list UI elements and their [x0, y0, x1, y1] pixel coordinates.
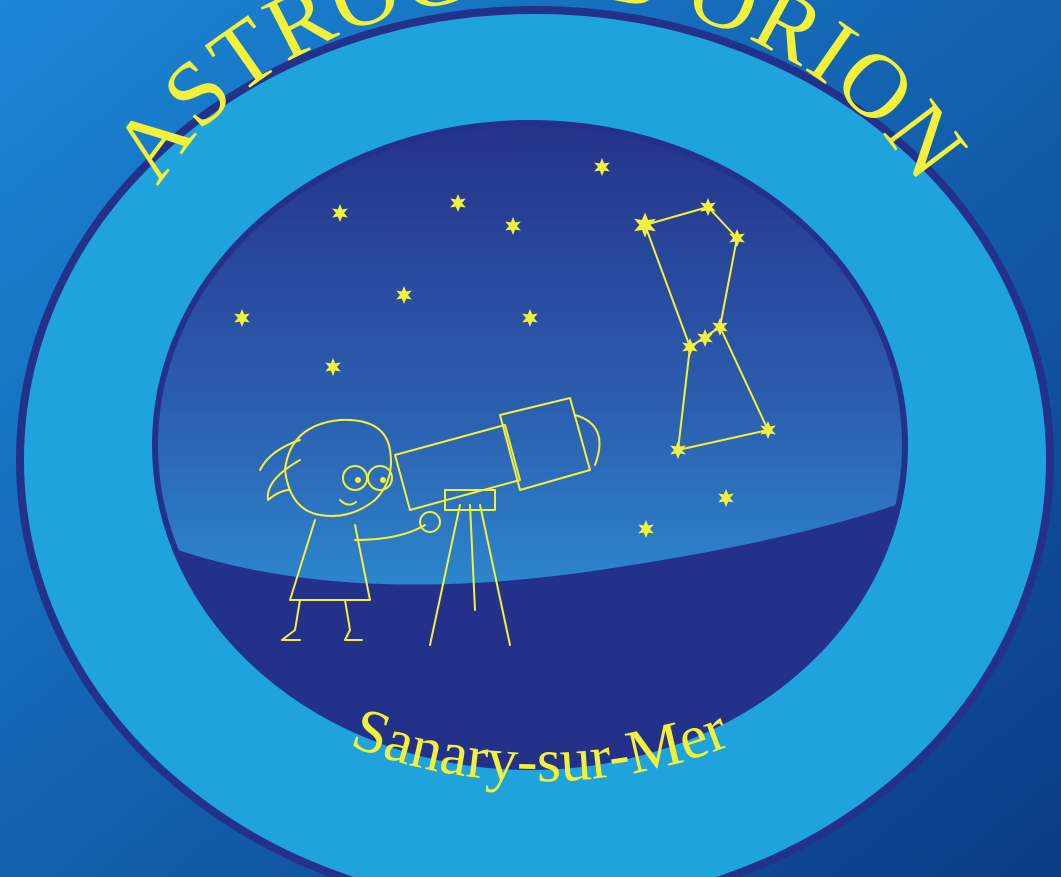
logo: ASTROCLUB ORION Sanary-sur-Mer	[0, 0, 1061, 877]
page: ASTROCLUB ORION Sanary-sur-Mer (() => { …	[0, 0, 1061, 877]
